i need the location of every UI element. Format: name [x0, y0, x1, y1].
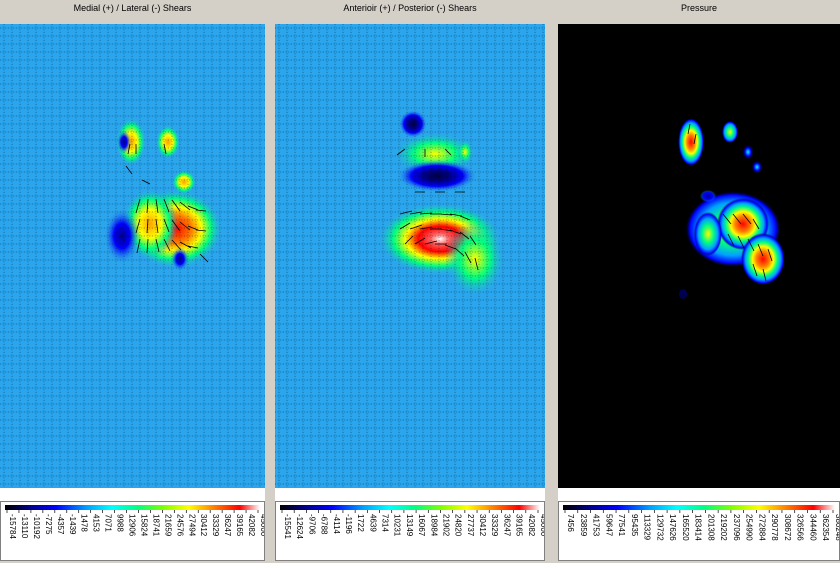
- legend-tick-label: 18984: [429, 514, 438, 537]
- legend-tick-label: 344460: [808, 514, 817, 541]
- legend-tick-label: 16067: [417, 514, 426, 537]
- legend-gap-2: [275, 488, 545, 501]
- legend-tick-label: 30412: [478, 514, 487, 537]
- legend-tick-label: 165520: [681, 514, 690, 541]
- legend-tick-label: 362354: [821, 514, 830, 541]
- legend-gap-3: [558, 488, 840, 501]
- legend-tick-label: -6788: [320, 514, 329, 535]
- legend-tick-label: -1196: [344, 514, 353, 534]
- legend-tick-label: -13110: [20, 514, 29, 539]
- panel-title-medial-lateral: Medial (+) / Lateral (-) Shears: [73, 3, 192, 13]
- legend-tick-label: 45000: [539, 514, 544, 537]
- legend-tick-label: 254990: [745, 514, 754, 541]
- pressure-heatmap: [558, 24, 840, 488]
- legend-tick-label: 272884: [757, 514, 766, 541]
- legend-tick-label: 1478: [80, 514, 89, 532]
- legend-pressure: 7456 23859 41753 59647 77541 95435 113329 12973…: [558, 501, 840, 561]
- legend-tick-label: 147626: [668, 514, 677, 541]
- legend-tick-label: 59647: [604, 514, 613, 537]
- legend-tick-label: 41753: [592, 514, 601, 537]
- pressure-map: [558, 24, 840, 488]
- medial-lateral-heatmap: [0, 24, 265, 488]
- legend-tick-label: 42082: [527, 514, 536, 537]
- legend-tick-label: -15784: [8, 514, 17, 539]
- legend-tick-label: -4357: [56, 514, 65, 535]
- legend-tick-label: -9706: [307, 514, 316, 535]
- legend-tick-label: -7275: [44, 514, 53, 535]
- legend-tick-label: 13149: [405, 514, 414, 537]
- legend-tick-label: -1439: [68, 514, 77, 535]
- legend-medial-lateral: -15784 -13110 -10192 -7275 -4357 -1439 1478 415…: [0, 501, 265, 561]
- legend-tick-label: 24576: [175, 514, 184, 537]
- legend-tick-label: 27737: [466, 514, 475, 537]
- legend-tick-label: 326566: [796, 514, 805, 541]
- legend-tick-label: 33329: [211, 514, 220, 537]
- legend-tick-label: 237096: [732, 514, 741, 541]
- legend-tick-label: 30412: [199, 514, 208, 537]
- legend-tick-label: -12624: [295, 514, 304, 539]
- panel-title-anterior-posterior: Anterioir (+) / Posterior (-) Shears: [343, 3, 477, 13]
- legend-tick-label: 7314: [381, 514, 390, 532]
- colorbar-anterior-posterior: -15541 -12624 -9706 -6788 -4114 -1196 1722 4639…: [280, 505, 544, 539]
- legend-tick-label: 308672: [783, 514, 792, 541]
- legend-tick-label: 1722: [356, 514, 365, 532]
- legend-tick-label: 10231: [393, 514, 402, 537]
- panel-title-pressure: Pressure: [680, 3, 717, 13]
- legend-tick-label: 21659: [163, 514, 172, 537]
- legend-tick-label: -4114: [332, 514, 341, 534]
- legend-anterior-posterior: -15541 -12624 -9706 -6788 -4114 -1196 1722 4639…: [275, 501, 545, 561]
- legend-tick-label: 201308: [706, 514, 715, 541]
- legend-tick-label: 183414: [694, 514, 703, 541]
- legend-tick-label: 39165: [235, 514, 244, 537]
- legend-tick-label: 42082: [247, 514, 256, 537]
- legend-tick-label: 45000: [259, 514, 264, 537]
- legend-tick-label: 24820: [454, 514, 463, 537]
- legend-tick-label: 36247: [223, 514, 232, 537]
- legend-tick-label: 95435: [630, 514, 639, 537]
- legend-tick-label: 4639: [368, 514, 377, 532]
- legend-tick-label: 4153: [92, 514, 101, 532]
- legend-tick-label: 380248: [834, 514, 839, 541]
- colorbar-medial-lateral: -15784 -13110 -10192 -7275 -4357 -1439 1478 415…: [5, 505, 264, 539]
- legend-tick-label: 36247: [502, 514, 511, 537]
- legend-tick-label: 7456: [566, 514, 575, 532]
- legend-tick-label: 23859: [579, 514, 588, 537]
- legend-tick-label: 129732: [655, 514, 664, 541]
- legend-tick-label: 33329: [490, 514, 499, 537]
- medial-lateral-shear-map: [0, 24, 265, 488]
- legend-tick-label: 12906: [128, 514, 137, 537]
- legend-tick-label: 27494: [187, 514, 196, 537]
- legend-tick-label: 21902: [441, 514, 450, 537]
- legend-tick-label: 77541: [617, 514, 626, 537]
- legend-tick-label: -15541: [283, 514, 292, 539]
- anterior-posterior-shear-map: [275, 24, 545, 488]
- legend-tick-label: 18741: [151, 514, 160, 537]
- colorbar-pressure: 7456 23859 41753 59647 77541 95435 113329 12973…: [563, 505, 839, 541]
- legend-tick-label: 113329: [643, 514, 652, 541]
- legend-tick-label: 15824: [139, 514, 148, 537]
- legend-gap-1: [0, 488, 265, 501]
- anterior-posterior-heatmap: [275, 24, 545, 488]
- legend-tick-label: 7071: [104, 514, 113, 532]
- legend-tick-label: 290778: [770, 514, 779, 541]
- legend-tick-label: -10192: [32, 514, 41, 539]
- legend-tick-label: 219202: [719, 514, 728, 541]
- legend-tick-label: 9988: [116, 514, 125, 532]
- legend-tick-label: 39165: [515, 514, 524, 537]
